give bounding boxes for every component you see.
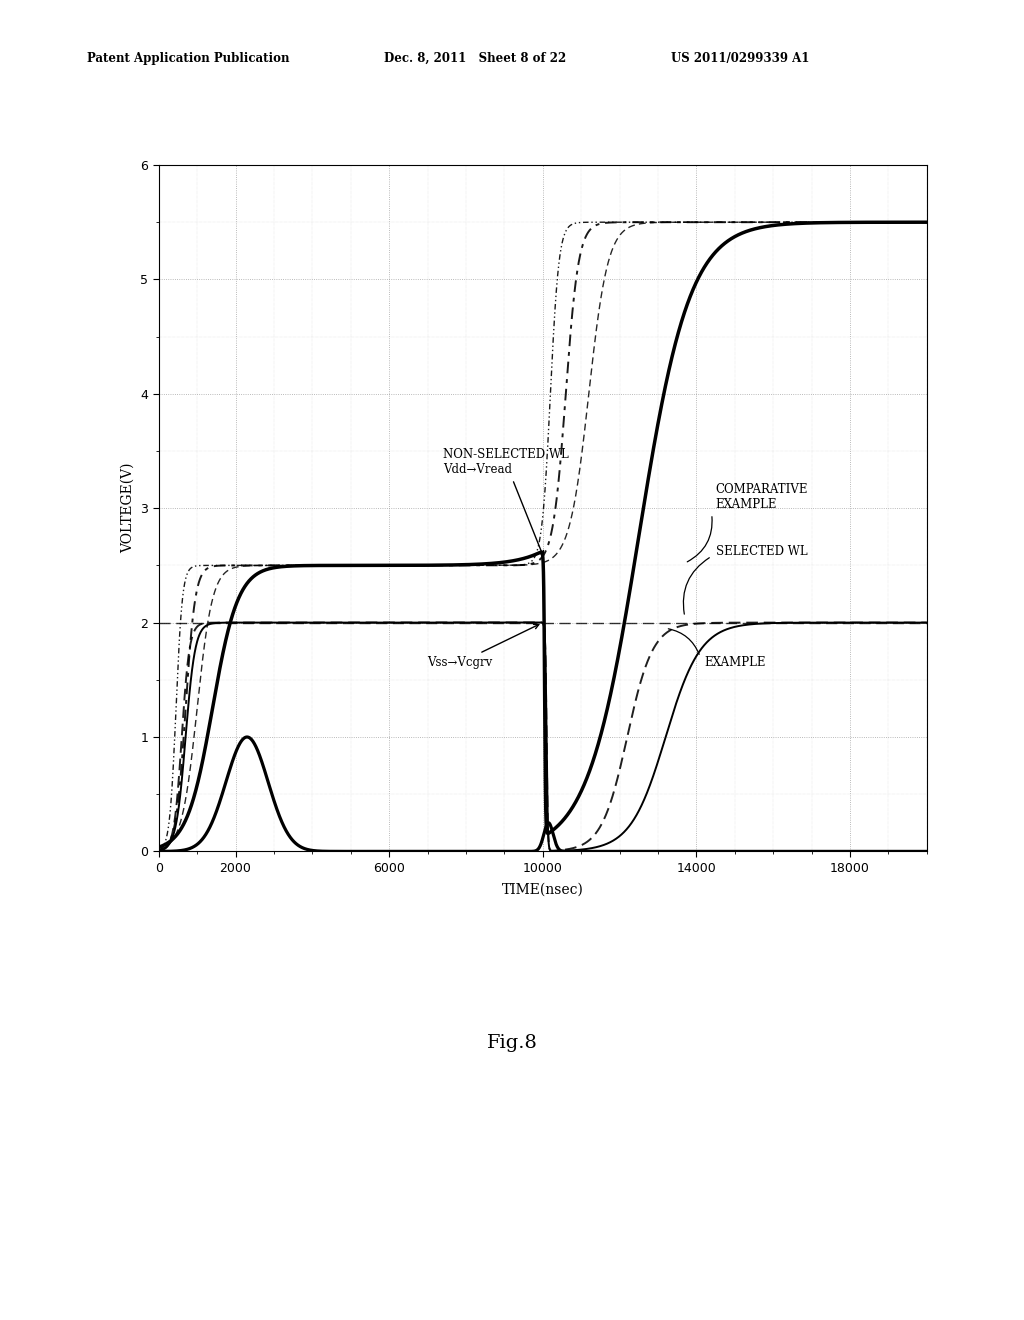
Text: Patent Application Publication: Patent Application Publication (87, 51, 290, 65)
Text: US 2011/0299339 A1: US 2011/0299339 A1 (671, 51, 809, 65)
Text: Fig.8: Fig.8 (486, 1034, 538, 1052)
Text: SELECTED WL: SELECTED WL (716, 545, 807, 558)
Text: NON-SELECTED WL
Vdd→Vread: NON-SELECTED WL Vdd→Vread (442, 449, 568, 556)
Text: Dec. 8, 2011   Sheet 8 of 22: Dec. 8, 2011 Sheet 8 of 22 (384, 51, 566, 65)
Text: EXAMPLE: EXAMPLE (705, 656, 766, 669)
Text: COMPARATIVE
EXAMPLE: COMPARATIVE EXAMPLE (716, 483, 808, 511)
Text: Vss→Vcgrv: Vss→Vcgrv (428, 624, 539, 669)
X-axis label: TIME(nsec): TIME(nsec) (502, 883, 584, 898)
Y-axis label: VOLTEGE(V): VOLTEGE(V) (121, 463, 135, 553)
